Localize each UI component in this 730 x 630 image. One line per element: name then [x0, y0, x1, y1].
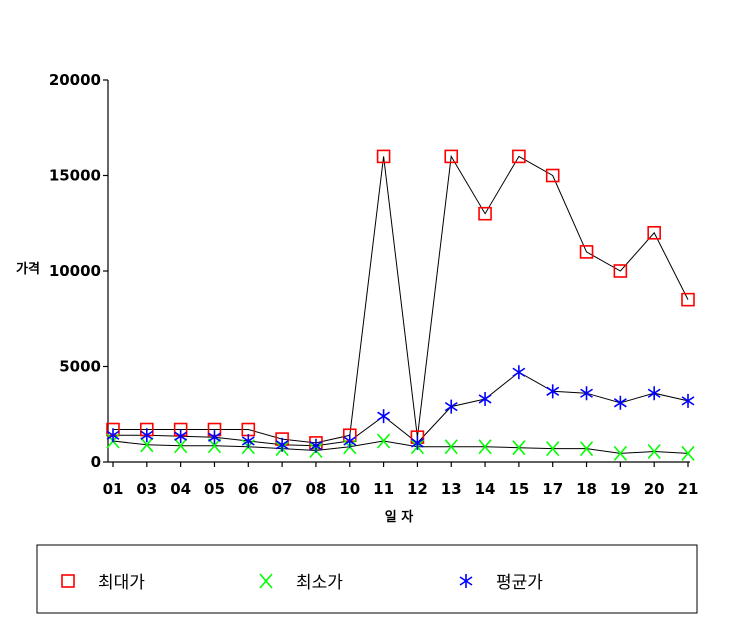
x-tick-label: 01	[103, 480, 124, 498]
legend-box	[36, 544, 698, 614]
data-point-series-1	[478, 206, 492, 221]
y-tick-label: 15000	[49, 167, 101, 185]
data-point-series-2	[207, 438, 222, 454]
data-point-series-1	[512, 149, 526, 164]
legend: 최대가 최소가 평균가	[61, 573, 543, 593]
data-point-series-3	[140, 428, 154, 443]
x-tick-label: 12	[407, 480, 428, 498]
data-point-series-2	[444, 439, 458, 455]
x-ticks: 01 03 04 05 06 07 08 10 11 12 13 14 15 17 18 19 20 21	[103, 462, 699, 498]
data-point-series-3	[580, 386, 593, 401]
x-tick-label: 03	[136, 480, 157, 498]
y-tick-label: 5000	[59, 358, 101, 376]
data-point-series-2	[174, 438, 188, 454]
x-tick-label: 07	[272, 480, 293, 498]
data-point-series-3	[613, 395, 627, 410]
legend-label-1: 최대가	[98, 573, 145, 593]
legend-marker-2	[259, 573, 273, 589]
data-point-series-3	[343, 433, 357, 448]
x-tick-label: 08	[306, 480, 327, 498]
x-tick-label: 05	[204, 480, 225, 498]
data-point-series-3	[512, 365, 526, 380]
x-tick-label: 11	[373, 480, 394, 498]
data-point-series-2	[681, 445, 695, 461]
data-point-series-1	[579, 245, 594, 259]
data-point-series-2	[613, 445, 627, 461]
y-tick-label: 20000	[49, 71, 101, 89]
y-tick-label: 10000	[49, 262, 101, 280]
data-point-series-2	[140, 437, 154, 453]
legend-marker-3	[459, 574, 473, 588]
series-line-1	[113, 154, 689, 444]
data-point-series-3	[478, 391, 492, 406]
data-point-series-1	[444, 149, 459, 164]
data-point-series-3	[208, 430, 221, 445]
data-point-series-3	[681, 393, 695, 408]
data-point-series-3	[377, 409, 391, 424]
x-tick-label: 15	[508, 480, 529, 498]
x-tick-label: 13	[441, 480, 462, 498]
series-line-2	[112, 440, 689, 454]
y-tick-label: 0	[91, 453, 101, 471]
data-point-series-2	[512, 440, 526, 456]
data-point-series-2	[579, 441, 594, 457]
data-point-series-3	[106, 428, 120, 443]
data-point-series-1	[545, 168, 560, 183]
data-point-series-3	[647, 386, 661, 401]
data-point-series-3	[275, 437, 289, 452]
legend-label-3: 평균가	[496, 573, 543, 593]
legend-label-2: 최소가	[296, 573, 343, 593]
legend-marker-1	[61, 574, 75, 588]
data-point-series-2	[546, 441, 560, 457]
data-point-series-1	[681, 292, 695, 307]
x-tick-label: 21	[678, 480, 699, 498]
data-point-series-3	[174, 429, 188, 444]
data-point-series-1	[376, 149, 391, 164]
x-tick-label: 06	[238, 480, 259, 498]
data-point-series-2	[376, 433, 391, 449]
data-point-series-2	[647, 443, 661, 460]
data-point-series-3	[410, 435, 424, 450]
x-tick-label: 10	[339, 480, 360, 498]
axes	[107, 80, 690, 463]
data-point-series-3	[546, 384, 560, 399]
x-tick-label: 20	[644, 480, 665, 498]
data-point-series-1	[613, 264, 628, 278]
y-ticks: 0 5000 10000 15000 20000	[49, 71, 108, 471]
data-point-series-1	[647, 226, 661, 240]
series-line-3	[113, 371, 689, 447]
data-point-series-3	[444, 399, 458, 414]
x-tick-label: 19	[610, 480, 631, 498]
x-tick-label: 14	[475, 480, 496, 498]
y-axis-title: 가격	[16, 262, 40, 277]
data-point-series-3	[241, 433, 255, 448]
data-point-series-3	[309, 438, 323, 453]
x-tick-label: 04	[170, 480, 191, 498]
series-markers	[106, 149, 695, 461]
x-tick-label: 18	[576, 480, 597, 498]
series-lines	[112, 154, 689, 454]
x-tick-label: 17	[542, 480, 563, 498]
x-axis-title: 일 자	[385, 510, 413, 525]
data-point-series-2	[478, 439, 492, 455]
